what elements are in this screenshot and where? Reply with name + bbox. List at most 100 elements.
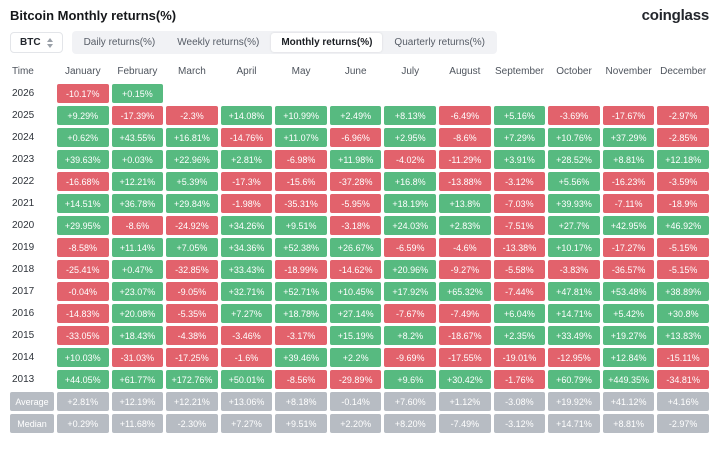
table-header-row: Time January February March April May June July…	[10, 63, 709, 80]
return-cell: +7.27%	[220, 414, 273, 433]
return-cell: -3.08%	[493, 392, 546, 411]
tab-daily[interactable]: Daily returns(%)	[74, 33, 166, 52]
return-cell: +13.8%	[439, 194, 491, 213]
return-cell: -13.88%	[439, 172, 491, 191]
return-cell: -9.05%	[166, 282, 218, 301]
return-cell: +7.27%	[220, 304, 273, 323]
row-label: 2025	[12, 110, 35, 121]
symbol-select-button[interactable]: BTC	[10, 32, 63, 53]
return-cell: +29.84%	[166, 194, 218, 213]
return-cell: -17.25%	[166, 348, 218, 367]
return-cell: -15.6%	[275, 172, 327, 191]
return-cell: +34.36%	[220, 238, 273, 257]
return-cell: -6.49%	[439, 106, 491, 125]
return-cell: -2.85%	[657, 128, 709, 147]
return-cell: +28.52%	[548, 150, 600, 169]
return-cell: -16.68%	[57, 172, 109, 191]
return-cell: +37.29%	[602, 128, 655, 147]
return-cell: +0.29%	[57, 414, 109, 433]
return-cell: +30.42%	[439, 370, 491, 389]
table-row-2023: 2023 +39.63% +0.03% +22.96% +2.81% -6.98% +11.…	[10, 150, 709, 169]
return-cell: -3.12%	[493, 414, 546, 433]
return-cell: +9.6%	[384, 370, 437, 389]
row-label: 2018	[12, 264, 35, 275]
return-cell: -5.35%	[166, 304, 218, 323]
return-cell: +12.19%	[111, 392, 164, 411]
table-body: 2026 -10.17% +0.15% 2025 +9.29% -17.39% -2.3% +…	[10, 84, 709, 433]
return-cell	[384, 84, 436, 103]
return-cell: +36.78%	[111, 194, 164, 213]
return-cell: -12.95%	[548, 348, 600, 367]
tab-weekly[interactable]: Weekly returns(%)	[167, 33, 269, 52]
return-cell: +19.27%	[602, 326, 655, 345]
tab-monthly[interactable]: Monthly returns(%)	[271, 33, 383, 52]
return-cell: +38.89%	[657, 282, 709, 301]
page-title: Bitcoin Monthly returns(%)	[10, 8, 177, 23]
return-cell: -5.15%	[657, 260, 709, 279]
return-cell: +18.78%	[275, 304, 327, 323]
return-cell: +9.51%	[275, 414, 327, 433]
return-cell: +10.76%	[548, 128, 600, 147]
row-label: 2014	[12, 352, 35, 363]
column-header-november: November	[605, 66, 652, 77]
return-cell: +2.83%	[439, 216, 491, 235]
return-cell: +8.18%	[275, 392, 327, 411]
return-cell: -14.76%	[220, 128, 273, 147]
return-cell: +27.7%	[548, 216, 600, 235]
return-cell: -0.04%	[57, 282, 109, 301]
table-row-2013: 2013 +44.05% +61.77% +172.76% +50.01% -8.56% -…	[10, 370, 709, 389]
return-cell: -18.99%	[275, 260, 327, 279]
return-cell: -9.27%	[439, 260, 491, 279]
return-cell: +9.51%	[275, 216, 327, 235]
return-cell: +24.03%	[384, 216, 437, 235]
return-cell: +44.05%	[57, 370, 109, 389]
return-cell: -4.6%	[439, 238, 491, 257]
return-cell: -3.46%	[220, 326, 273, 345]
return-cell: -4.38%	[166, 326, 218, 345]
return-cell: -9.69%	[384, 348, 437, 367]
return-cell: -6.96%	[329, 128, 382, 147]
return-cell: -7.44%	[493, 282, 546, 301]
return-cell: -11.29%	[439, 150, 491, 169]
return-cell: -14.62%	[329, 260, 382, 279]
table-row-2020: 2020 +29.95% -8.6% -24.92% +34.26% +9.51% -3.1…	[10, 216, 709, 235]
return-cell: +3.91%	[493, 150, 546, 169]
return-cell: +5.39%	[166, 172, 218, 191]
return-cell: +13.06%	[220, 392, 273, 411]
return-cell: -8.56%	[275, 370, 327, 389]
return-cell: +0.15%	[111, 84, 164, 103]
return-cell: +5.42%	[602, 304, 655, 323]
column-header-january: January	[65, 66, 101, 77]
return-cell: -13.38%	[493, 238, 546, 257]
column-header-december: December	[660, 66, 707, 77]
return-cell: -37.28%	[329, 172, 382, 191]
return-cell: -7.67%	[384, 304, 437, 323]
column-header-march: March	[178, 66, 206, 77]
return-cell: +10.99%	[275, 106, 327, 125]
return-cell: -10.17%	[57, 84, 109, 103]
return-cell: +18.19%	[384, 194, 437, 213]
return-cell: -3.18%	[329, 216, 382, 235]
return-cell: +11.07%	[275, 128, 327, 147]
row-label: 2021	[12, 198, 35, 209]
row-label: 2013	[12, 374, 35, 385]
return-cell: -17.67%	[602, 106, 655, 125]
return-cell: -29.89%	[329, 370, 382, 389]
return-cell: +23.07%	[111, 282, 164, 301]
return-cell	[548, 84, 600, 103]
return-cell: +34.26%	[220, 216, 273, 235]
tab-quarterly[interactable]: Quarterly returns(%)	[384, 33, 495, 52]
return-cell: +13.83%	[657, 326, 709, 345]
return-cell: +30.8%	[657, 304, 709, 323]
return-cell: +8.20%	[384, 414, 437, 433]
return-cell: +5.16%	[493, 106, 546, 125]
return-cell: +20.08%	[111, 304, 164, 323]
return-cell: +12.84%	[602, 348, 655, 367]
return-cell: -19.01%	[493, 348, 546, 367]
return-cell: +26.67%	[329, 238, 382, 257]
return-cell: +50.01%	[220, 370, 273, 389]
return-cell: +14.71%	[548, 304, 600, 323]
return-cell: -0.14%	[329, 392, 382, 411]
return-cell: +33.43%	[220, 260, 273, 279]
return-cell: -32.85%	[166, 260, 218, 279]
